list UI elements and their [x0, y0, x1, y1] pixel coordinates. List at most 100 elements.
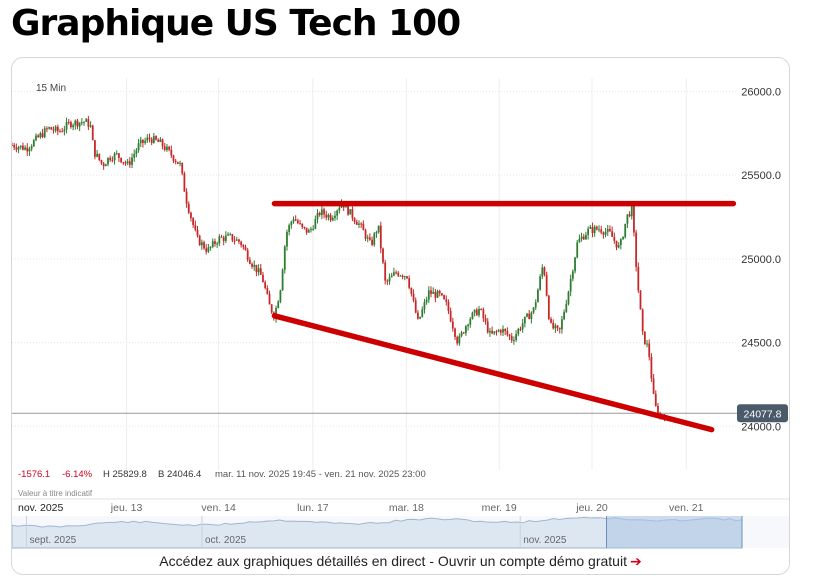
candle-body: [83, 121, 85, 123]
candle-body: [467, 324, 469, 327]
candle-body: [639, 290, 642, 310]
page-title: Graphique US Tech 100: [11, 3, 461, 44]
x-tick-label: ven. 14: [201, 502, 236, 514]
candle-body: [312, 228, 315, 230]
candle-body: [113, 153, 116, 161]
candle-body: [275, 308, 277, 319]
candle-body: [111, 159, 114, 161]
candle-body: [72, 125, 75, 128]
candle-body: [248, 259, 251, 264]
arrow-right-icon: ➔: [629, 553, 642, 569]
candle-body: [497, 330, 500, 332]
candle-body: [364, 230, 367, 239]
candle-body: [266, 288, 269, 294]
candle-body: [65, 121, 68, 130]
stat-range: mar. 11 nov. 2025 19:45 - ven. 21 nov. 2…: [215, 469, 426, 480]
candle-body: [100, 159, 103, 164]
candle-body: [48, 127, 50, 129]
candle-body: [203, 242, 205, 249]
candle-body: [63, 129, 66, 132]
candle-body: [427, 290, 430, 300]
candle-body: [270, 304, 273, 313]
candle-body: [552, 322, 555, 329]
candle-body: [613, 236, 616, 241]
navigator-selection[interactable]: [606, 516, 743, 548]
candle-body: [135, 150, 138, 154]
candle-body: [493, 331, 496, 334]
candle-body: [334, 215, 336, 218]
candle-body: [323, 209, 325, 215]
stat-change-pct: -6.14%: [62, 469, 93, 480]
candle-body: [229, 234, 232, 236]
demo-account-link[interactable]: Accédez aux graphiques détaillés en dire…: [12, 549, 789, 573]
candle-body: [209, 246, 212, 248]
x-tick-label: ven. 21: [669, 502, 704, 514]
candle-body: [288, 225, 291, 232]
candle-body: [504, 328, 507, 332]
candle-body: [172, 155, 175, 161]
candle-body: [168, 146, 171, 150]
trendline-support[interactable]: [271, 313, 715, 433]
candle-body: [371, 239, 373, 245]
candle-body: [517, 328, 520, 335]
candle-body: [643, 331, 646, 345]
candle-body: [255, 264, 258, 273]
candle-body: [56, 126, 59, 132]
candle-body: [395, 272, 397, 274]
candle-body: [595, 226, 598, 230]
y-tick-label: 24500.0: [741, 338, 781, 350]
stat-high: H 25829.8: [103, 469, 147, 480]
candle-body: [299, 223, 301, 225]
candle-body: [652, 378, 655, 394]
candle-body: [131, 157, 133, 165]
candle-body: [635, 232, 638, 267]
candle-body: [491, 330, 494, 334]
y-tick-label: 24000.0: [741, 421, 781, 433]
candle-body: [528, 313, 531, 320]
candle-body: [386, 280, 389, 282]
candle-body: [181, 162, 184, 174]
candle-body: [604, 231, 607, 235]
candle-body: [318, 212, 321, 216]
candle-body: [362, 223, 365, 231]
candle-body: [157, 139, 160, 142]
candle-body: [436, 290, 439, 298]
candle-body: [373, 233, 376, 245]
candle-body: [530, 312, 533, 320]
candle-body: [59, 131, 61, 133]
candle-body: [163, 146, 166, 150]
candle-body: [35, 135, 37, 141]
candle-body: [628, 214, 631, 217]
candle-body: [301, 223, 304, 227]
cta-text[interactable]: Accédez aux graphiques détaillés en dire…: [159, 553, 627, 569]
candle-body: [462, 332, 465, 334]
candle-body: [133, 153, 136, 158]
candle-body: [368, 237, 371, 240]
candle-body: [148, 137, 151, 139]
candle-body: [50, 127, 53, 130]
candle-body: [456, 337, 459, 344]
candle-body: [89, 125, 92, 127]
candle-body: [434, 291, 437, 298]
candle-body: [593, 226, 596, 234]
candle-body: [417, 312, 419, 319]
candle-body: [458, 336, 461, 344]
candle-body: [231, 234, 234, 241]
candle-body: [52, 129, 55, 131]
candle-body: [449, 310, 452, 322]
candle-body: [539, 276, 542, 290]
candle-body: [423, 302, 426, 310]
price-chart[interactable]: 24000.0 24500.0 25000.0 25500.0 26000.0 24077…: [12, 58, 789, 550]
candle-body: [582, 236, 585, 240]
candle-body: [107, 157, 109, 165]
candle-body: [257, 268, 260, 273]
candle-body: [41, 133, 44, 138]
candle-body: [489, 330, 491, 333]
x-tick-label: jeu. 13: [110, 502, 143, 514]
candle-body: [338, 207, 341, 211]
candle-body: [650, 356, 653, 379]
interval-label: 15 Min: [36, 83, 66, 94]
candle-body: [161, 139, 164, 147]
candle-body: [550, 318, 552, 323]
candle-body: [513, 340, 515, 342]
